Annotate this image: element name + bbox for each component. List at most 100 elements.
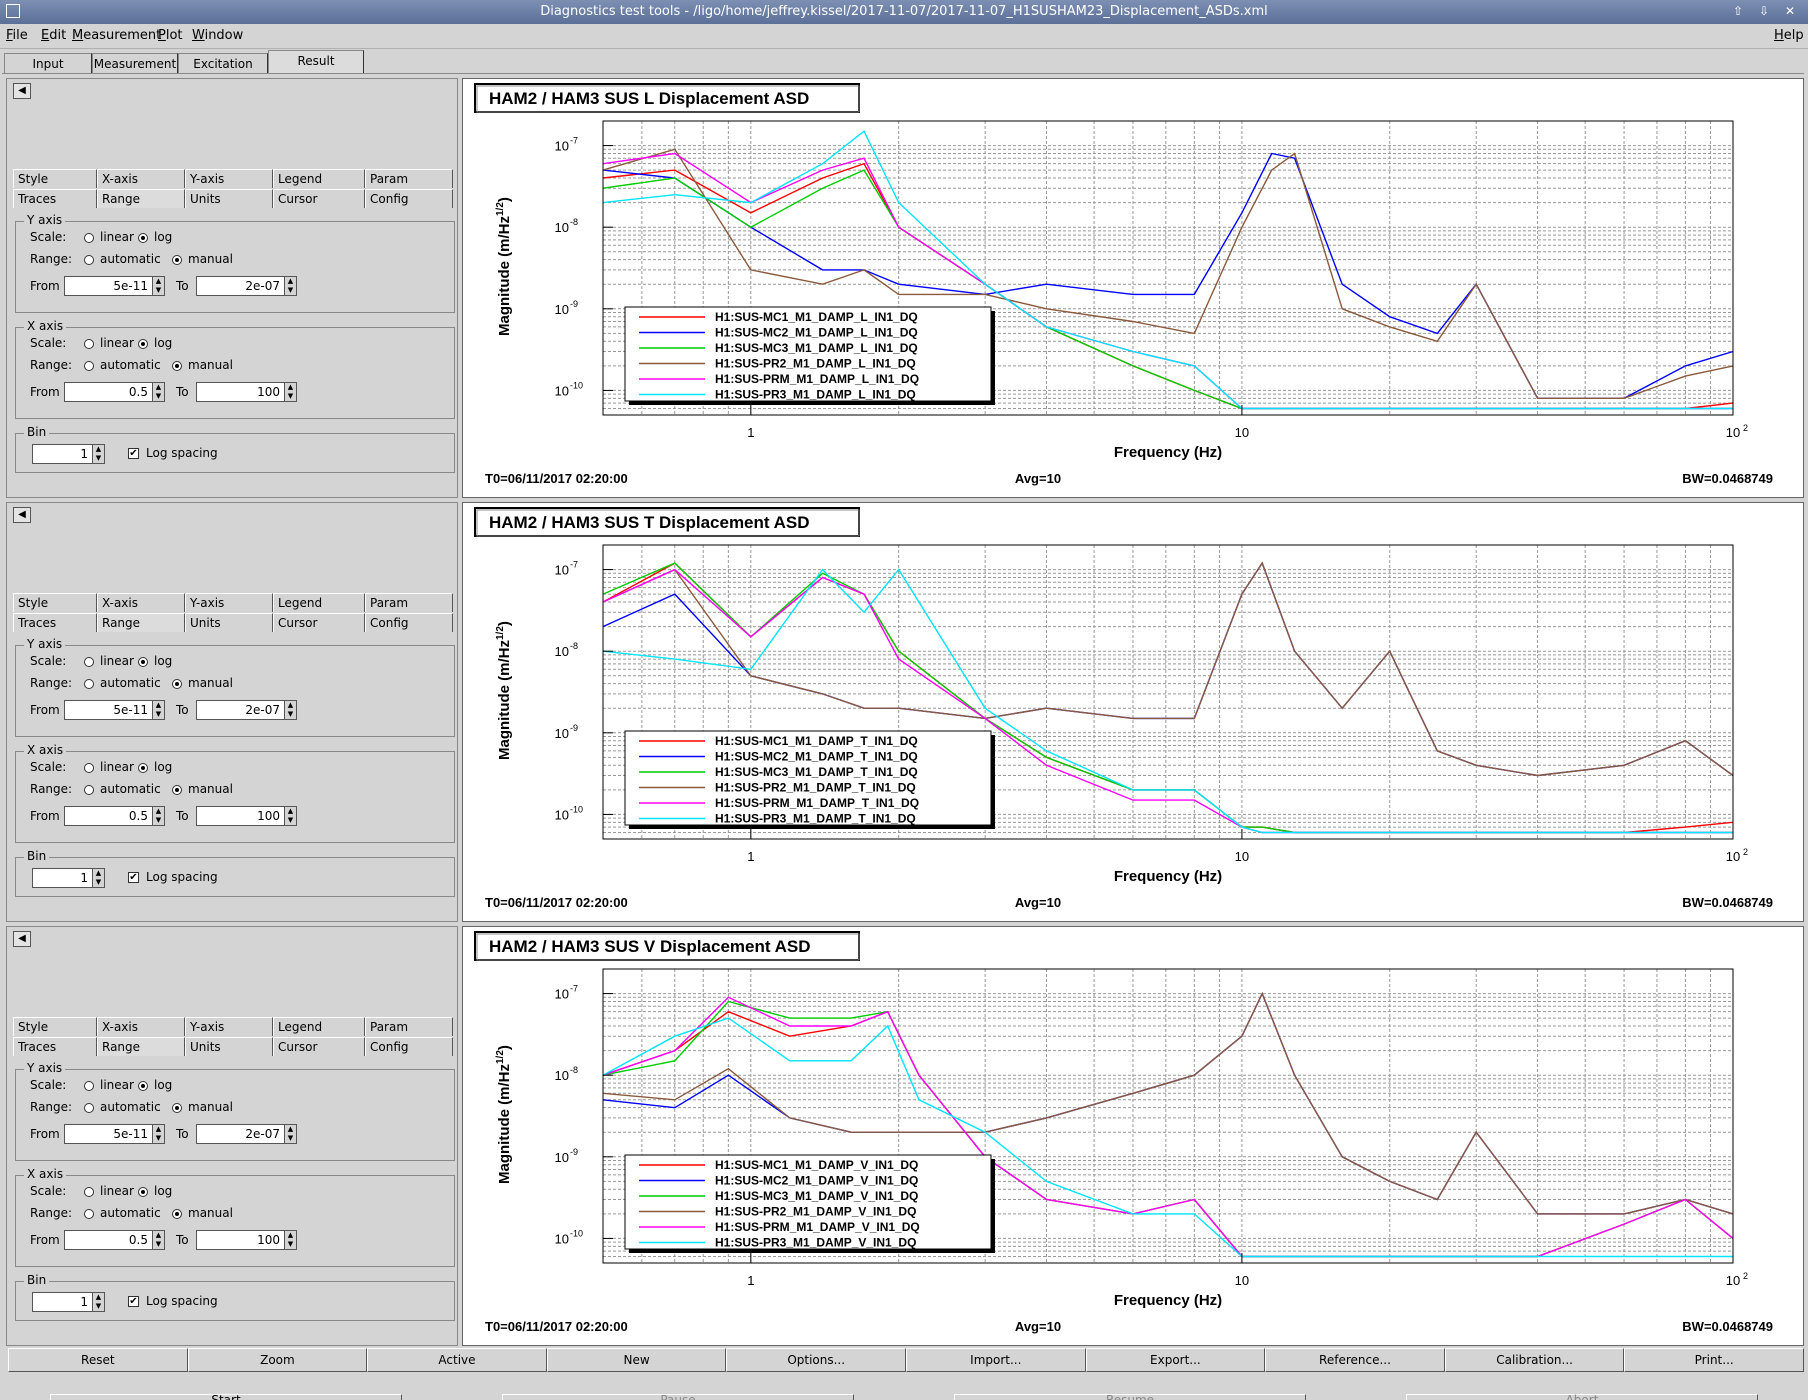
bin-input[interactable]: 1 — [32, 868, 92, 888]
x-scale-log-radio[interactable] — [138, 1187, 148, 1197]
y-range-manual-radio[interactable] — [172, 679, 182, 689]
button-new[interactable]: New — [546, 1348, 727, 1372]
y-from-input[interactable]: 5e-11 — [64, 1124, 152, 1144]
y-range-manual-radio[interactable] — [172, 255, 182, 265]
tab-style[interactable]: Style — [13, 169, 97, 188]
tab-param[interactable]: Param — [365, 593, 453, 612]
x-from-stepper[interactable]: ▲ ▼ — [152, 1230, 165, 1250]
button-print[interactable]: Print... — [1624, 1348, 1804, 1372]
tab-y-axis[interactable]: Y-axis — [185, 169, 273, 188]
button-calibration[interactable]: Calibration... — [1444, 1348, 1625, 1372]
close-icon[interactable]: ✕ — [1784, 4, 1796, 18]
tab-config[interactable]: Config — [365, 1037, 453, 1056]
button-resume[interactable]: Resume — [954, 1394, 1306, 1400]
x-scale-log-radio[interactable] — [138, 763, 148, 773]
tab-units[interactable]: Units — [185, 613, 273, 632]
x-from-stepper[interactable]: ▲ ▼ — [152, 382, 165, 402]
tab-legend[interactable]: Legend — [273, 169, 365, 188]
collapse-panel-button[interactable]: ◀ — [13, 931, 31, 947]
tab-result[interactable]: Result — [268, 50, 364, 74]
tab-config[interactable]: Config — [365, 613, 453, 632]
tab-units[interactable]: Units — [185, 1037, 273, 1056]
button-pause[interactable]: Pause — [502, 1394, 854, 1400]
tab-traces[interactable]: Traces — [13, 189, 97, 208]
collapse-panel-button[interactable]: ◀ — [13, 507, 31, 523]
tab-style[interactable]: Style — [13, 1017, 97, 1036]
y-to-stepper[interactable]: ▲ ▼ — [284, 700, 297, 720]
tab-x-axis[interactable]: X-axis — [97, 1017, 185, 1036]
y-to-input[interactable]: 2e-07 — [196, 276, 284, 296]
tab-input[interactable]: Input — [4, 53, 92, 73]
y-range-automatic-radio[interactable] — [84, 255, 94, 265]
x-range-automatic-radio[interactable] — [84, 361, 94, 371]
button-abort[interactable]: Abort — [1406, 1394, 1758, 1400]
y-from-stepper[interactable]: ▲ ▼ — [152, 276, 165, 296]
collapse-panel-button[interactable]: ◀ — [13, 83, 31, 99]
window-menu-icon[interactable] — [6, 4, 20, 18]
tab-legend[interactable]: Legend — [273, 1017, 365, 1036]
tab-param[interactable]: Param — [365, 169, 453, 188]
button-options[interactable]: Options... — [726, 1348, 906, 1372]
tab-units[interactable]: Units — [185, 189, 273, 208]
y-scale-linear-radio[interactable] — [84, 233, 94, 243]
minimize-icon[interactable]: ⇩ — [1758, 4, 1770, 18]
y-scale-linear-radio[interactable] — [84, 1081, 94, 1091]
x-from-stepper[interactable]: ▲ ▼ — [152, 806, 165, 826]
bin-input[interactable]: 1 — [32, 444, 92, 464]
y-scale-linear-radio[interactable] — [84, 657, 94, 667]
bin-input[interactable]: 1 — [32, 1292, 92, 1312]
x-to-input[interactable]: 100 — [196, 1230, 284, 1250]
y-to-stepper[interactable]: ▲ ▼ — [284, 1124, 297, 1144]
x-scale-linear-radio[interactable] — [84, 339, 94, 349]
y-scale-log-radio[interactable] — [138, 1081, 148, 1091]
tab-param[interactable]: Param — [365, 1017, 453, 1036]
tab-range[interactable]: Range — [97, 613, 185, 632]
bin-stepper[interactable]: ▲ ▼ — [92, 444, 105, 464]
button-reset[interactable]: Reset — [8, 1348, 188, 1372]
y-to-input[interactable]: 2e-07 — [196, 1124, 284, 1144]
x-to-stepper[interactable]: ▲ ▼ — [284, 1230, 297, 1250]
tab-config[interactable]: Config — [365, 189, 453, 208]
log-spacing-checkbox[interactable]: ✔ — [128, 448, 139, 459]
y-from-stepper[interactable]: ▲ ▼ — [152, 700, 165, 720]
maximize-icon[interactable]: ⇧ — [1732, 4, 1744, 18]
tab-style[interactable]: Style — [13, 593, 97, 612]
y-from-stepper[interactable]: ▲ ▼ — [152, 1124, 165, 1144]
menu-measurement[interactable]: Measurement — [72, 28, 162, 43]
x-from-input[interactable]: 0.5 — [64, 382, 152, 402]
tab-cursor[interactable]: Cursor — [273, 613, 365, 632]
x-from-input[interactable]: 0.5 — [64, 806, 152, 826]
tab-legend[interactable]: Legend — [273, 593, 365, 612]
y-range-manual-radio[interactable] — [172, 1103, 182, 1113]
bin-stepper[interactable]: ▲ ▼ — [92, 1292, 105, 1312]
y-from-input[interactable]: 5e-11 — [64, 700, 152, 720]
menu-help[interactable]: Help — [1774, 28, 1804, 43]
button-start[interactable]: Start — [50, 1394, 402, 1400]
button-reference[interactable]: Reference... — [1265, 1348, 1445, 1372]
y-scale-log-radio[interactable] — [138, 657, 148, 667]
tab-traces[interactable]: Traces — [13, 1037, 97, 1056]
y-to-stepper[interactable]: ▲ ▼ — [284, 276, 297, 296]
x-to-input[interactable]: 100 — [196, 382, 284, 402]
log-spacing-checkbox[interactable]: ✔ — [128, 1296, 139, 1307]
tab-y-axis[interactable]: Y-axis — [185, 1017, 273, 1036]
button-import[interactable]: Import... — [906, 1348, 1086, 1372]
x-scale-linear-radio[interactable] — [84, 1187, 94, 1197]
tab-range[interactable]: Range — [97, 1037, 185, 1056]
tab-excitation[interactable]: Excitation — [178, 53, 268, 73]
button-zoom[interactable]: Zoom — [187, 1348, 368, 1372]
x-to-stepper[interactable]: ▲ ▼ — [284, 806, 297, 826]
x-range-manual-radio[interactable] — [172, 785, 182, 795]
tab-cursor[interactable]: Cursor — [273, 189, 365, 208]
x-to-input[interactable]: 100 — [196, 806, 284, 826]
x-scale-log-radio[interactable] — [138, 339, 148, 349]
y-range-automatic-radio[interactable] — [84, 1103, 94, 1113]
x-range-manual-radio[interactable] — [172, 361, 182, 371]
tab-traces[interactable]: Traces — [13, 613, 97, 632]
tab-x-axis[interactable]: X-axis — [97, 593, 185, 612]
menu-window[interactable]: Window — [192, 28, 244, 43]
tab-cursor[interactable]: Cursor — [273, 1037, 365, 1056]
tab-y-axis[interactable]: Y-axis — [185, 593, 273, 612]
